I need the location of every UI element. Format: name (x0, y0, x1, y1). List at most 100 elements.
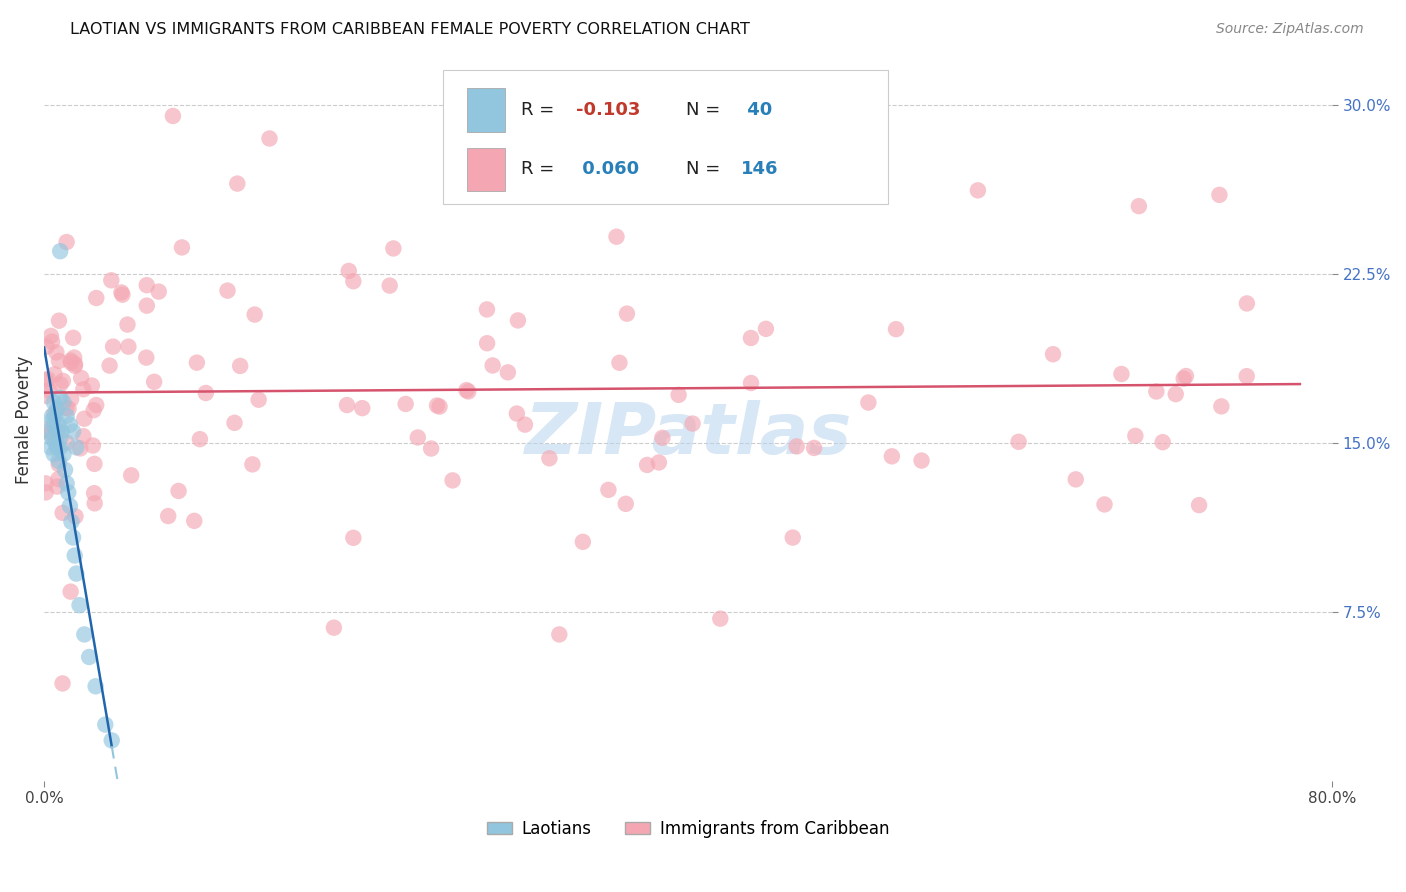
Point (352, 401, 374, 416)
Point (83, 457, 105, 471)
Point (117, 318, 139, 332)
Point (48, 454, 70, 468)
Point (572, 534, 595, 549)
Point (441, 474, 464, 488)
Point (63, 359, 86, 373)
Point (614, 497, 637, 511)
Point (84, 398, 107, 412)
Point (226, 177, 249, 191)
Point (63, 549, 86, 563)
Text: ZIPatlas: ZIPatlas (524, 401, 852, 469)
Point (1094, 498, 1116, 512)
Point (513, 417, 536, 432)
Point (247, 392, 270, 407)
Point (224, 416, 246, 430)
Point (378, 278, 401, 293)
Point (186, 356, 208, 370)
Point (55, 476, 77, 491)
Point (162, 109, 184, 123)
Point (967, 183, 990, 197)
Point (62, 425, 84, 439)
Point (69, 598, 91, 612)
Point (120, 468, 142, 483)
Point (53, 463, 76, 477)
Point (1236, 369, 1258, 384)
Point (55, 401, 77, 415)
Point (143, 375, 166, 389)
Point (39, 440, 62, 454)
Point (46, 402, 69, 417)
Point (55, 409, 77, 423)
Point (111, 287, 134, 301)
Point (135, 278, 157, 293)
Text: LAOTIAN VS IMMIGRANTS FROM CARIBBEAN FEMALE POVERTY CORRELATION CHART: LAOTIAN VS IMMIGRANTS FROM CARIBBEAN FEM… (70, 22, 751, 37)
Point (65, 440, 87, 454)
Point (49, 391, 72, 405)
Point (426, 399, 449, 413)
Point (1125, 429, 1147, 443)
Point (548, 627, 571, 641)
Point (35, 476, 58, 491)
Point (481, 359, 503, 373)
Point (322, 621, 344, 635)
Point (60, 515, 83, 529)
FancyBboxPatch shape (443, 70, 887, 204)
Point (94, 717, 117, 731)
Point (48, 417, 70, 432)
Point (49, 244, 72, 259)
Point (65, 509, 87, 524)
Point (38, 425, 60, 439)
Point (382, 242, 405, 256)
Point (39, 426, 62, 441)
Point (740, 376, 762, 390)
Point (48, 354, 70, 368)
Point (709, 612, 731, 626)
Point (1042, 347, 1064, 361)
Point (782, 531, 804, 545)
Point (45, 345, 67, 359)
Point (229, 359, 252, 373)
Point (609, 356, 631, 370)
Bar (467, 88, 505, 132)
Point (52, 447, 75, 461)
Point (395, 397, 418, 411)
Point (406, 430, 429, 444)
Text: 40: 40 (741, 101, 772, 120)
Point (35, 373, 58, 387)
Point (41, 334, 63, 349)
Point (1164, 387, 1187, 401)
Point (148, 285, 170, 299)
Point (755, 322, 778, 336)
Point (342, 274, 364, 288)
Point (59, 417, 82, 432)
Point (55, 435, 77, 450)
Point (46, 440, 69, 454)
Point (100, 273, 122, 287)
Text: R =: R = (520, 161, 560, 178)
Point (135, 299, 157, 313)
Point (55, 235, 77, 249)
Point (884, 322, 907, 336)
Point (880, 450, 903, 464)
Point (117, 340, 139, 354)
Text: -0.103: -0.103 (576, 101, 640, 120)
Point (59, 499, 82, 513)
Point (651, 431, 673, 445)
Point (596, 161, 619, 175)
Point (475, 302, 498, 317)
Point (69, 442, 91, 456)
Point (58, 485, 80, 500)
Point (429, 400, 451, 414)
Point (49, 431, 72, 445)
Point (1175, 369, 1198, 384)
Text: Source: ZipAtlas.com: Source: ZipAtlas.com (1216, 22, 1364, 37)
Point (243, 308, 266, 322)
Point (598, 483, 620, 497)
Bar (467, 147, 505, 191)
Point (38, 383, 60, 397)
Point (39, 329, 62, 343)
Point (100, 733, 122, 747)
Point (65, 566, 87, 581)
Point (62, 331, 84, 345)
Point (44, 407, 66, 421)
